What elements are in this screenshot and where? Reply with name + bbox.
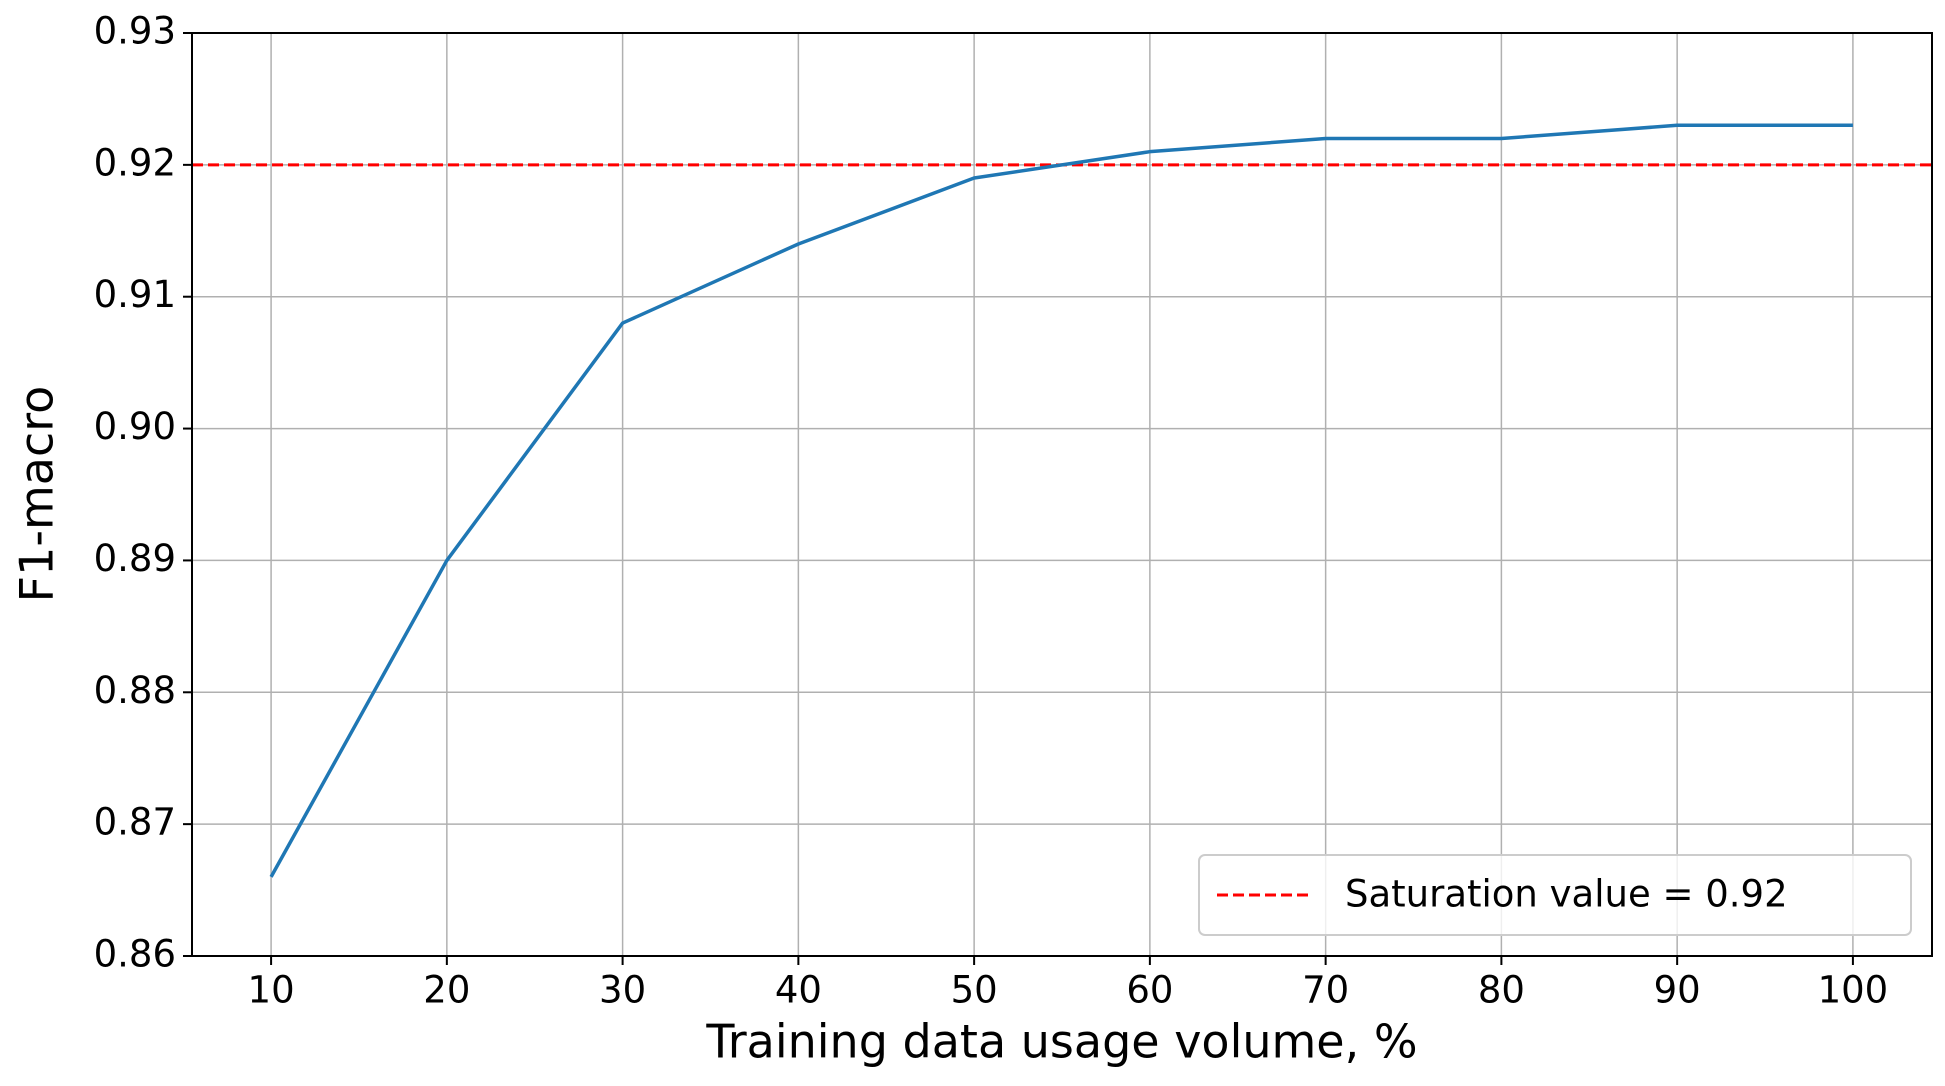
- x-axis-label: Training data usage volume, %: [705, 1015, 1417, 1069]
- x-tick-label: 20: [423, 969, 470, 1012]
- x-tick-label: 70: [1302, 969, 1349, 1012]
- y-tick-label: 0.93: [94, 10, 176, 53]
- x-tick-label: 30: [599, 969, 646, 1012]
- plot-frame: [191, 32, 1933, 957]
- x-tick-label: 90: [1654, 969, 1701, 1012]
- x-tick-label: 50: [951, 969, 998, 1012]
- x-tick-label: 80: [1478, 969, 1525, 1012]
- y-axis-label: F1-macro: [10, 386, 64, 603]
- y-tick-label: 0.89: [94, 537, 176, 580]
- x-tick-label: 60: [1126, 969, 1173, 1012]
- y-tick-label: 0.92: [94, 141, 176, 184]
- legend-label: Saturation value = 0.92: [1345, 873, 1788, 916]
- y-tick-label: 0.91: [94, 273, 176, 316]
- x-tick-label: 100: [1818, 969, 1889, 1012]
- legend-box: [1198, 854, 1912, 936]
- y-tick-label: 0.88: [94, 669, 176, 712]
- y-tick-label: 0.86: [94, 933, 176, 976]
- data-line: [269, 123, 1853, 878]
- x-tick-label: 40: [775, 969, 822, 1012]
- x-tick-label: 10: [248, 969, 295, 1012]
- y-tick-label: 0.87: [94, 801, 176, 844]
- y-tick-label: 0.90: [94, 405, 176, 448]
